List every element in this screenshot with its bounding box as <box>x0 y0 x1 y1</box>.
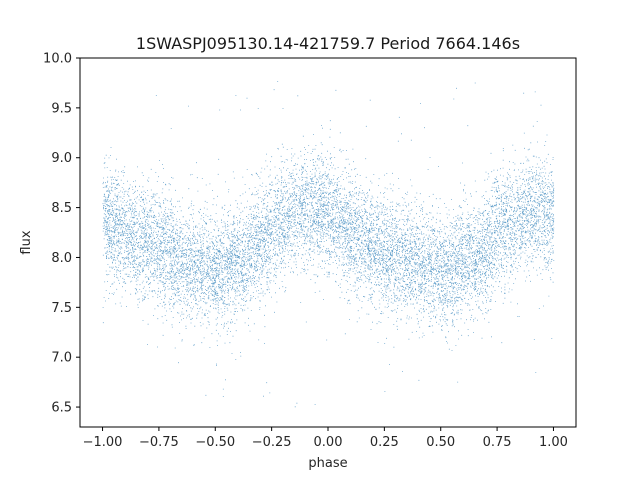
y-tick-label: 9.5 <box>51 101 72 116</box>
y-tick-label: 7.5 <box>51 301 72 316</box>
scatter-point-cloud <box>102 81 555 408</box>
x-tick-label: 0.25 <box>370 435 399 450</box>
y-tick-label: 8.5 <box>51 201 72 216</box>
x-tick-label: −0.75 <box>139 435 179 450</box>
x-tick-label: −0.25 <box>252 435 292 450</box>
x-tick-label: −1.00 <box>83 435 123 450</box>
chart-title: 1SWASPJ095130.14-421759.7 Period 7664.14… <box>136 34 520 53</box>
x-tick-label: 0.75 <box>483 435 512 450</box>
y-tick-label: 6.5 <box>51 401 72 416</box>
x-tick-label: 0.50 <box>426 435 455 450</box>
scatter-points <box>102 81 555 408</box>
x-axis: −1.00 −0.75 −0.50 −0.25 0.00 0.25 0.50 0.75 1.00 <box>83 427 568 450</box>
y-tick-label: 7.0 <box>51 351 72 366</box>
y-tick-label: 10.0 <box>43 52 72 67</box>
x-tick-label: 0.00 <box>314 435 343 450</box>
y-axis: 6.5 7.0 7.5 8.0 8.5 9.0 9.5 10.0 <box>43 52 80 416</box>
y-tick-label: 9.0 <box>51 151 72 166</box>
x-tick-label: 1.00 <box>539 435 568 450</box>
x-axis-label: phase <box>308 456 347 471</box>
x-tick-label: −0.50 <box>195 435 235 450</box>
y-axis-label: flux <box>19 230 34 254</box>
y-tick-label: 8.0 <box>51 251 72 266</box>
